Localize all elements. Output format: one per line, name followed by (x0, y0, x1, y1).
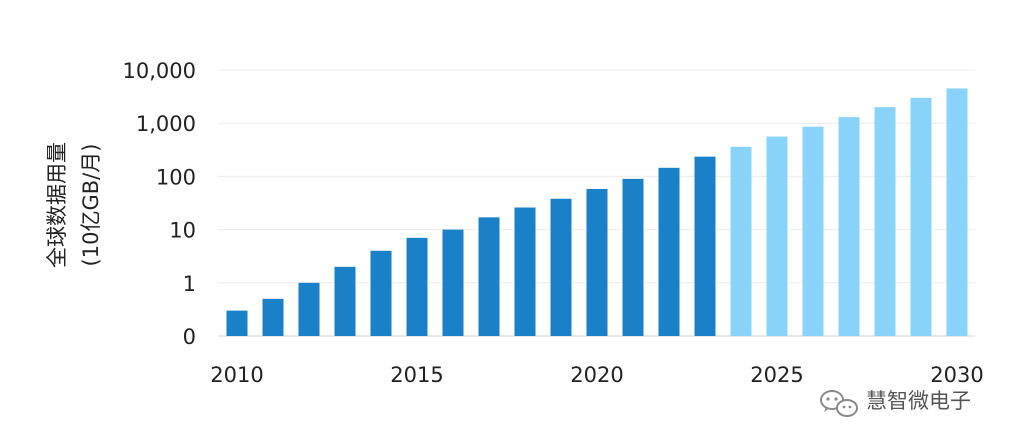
y-tick-label: 0 (183, 325, 196, 349)
bar-forecast-2024 (730, 146, 752, 336)
bar-forecast-2029 (910, 97, 932, 337)
bar-2019 (550, 198, 572, 336)
x-tick-label: 2030 (930, 363, 983, 387)
bar-2013 (334, 266, 356, 336)
bar-forecast-2026 (802, 126, 824, 336)
y-axis-title: 全球数据用量 (10亿GB/月) (45, 142, 103, 268)
x-tick-label: 2020 (570, 363, 623, 387)
bar-2020 (586, 188, 608, 336)
y-axis-label: 全球数据用量 (45, 142, 69, 268)
bar-2015 (406, 237, 428, 336)
y-axis-unit: (10亿GB/月) (79, 144, 103, 267)
watermark-text: 慧智微电子 (866, 389, 971, 413)
bar-2010 (226, 310, 248, 336)
bar-2011 (262, 298, 284, 336)
y-tick-label: 1 (183, 272, 196, 296)
bar-layer (226, 88, 968, 337)
bar-2018 (514, 207, 536, 336)
y-tick-label: 10,000 (123, 59, 196, 83)
bar-forecast-2025 (766, 136, 788, 336)
y-axis-ticks: 0 1 10 100 1,000 10,000 (123, 59, 196, 349)
bar-2022 (658, 167, 680, 336)
bar-2014 (370, 250, 392, 336)
bar-forecast-2027 (838, 117, 860, 336)
wechat-icon (820, 390, 858, 417)
bar-forecast-2028 (874, 107, 896, 336)
y-tick-label: 1,000 (136, 112, 196, 136)
x-tick-label: 2010 (210, 363, 263, 387)
bar-2012 (298, 282, 320, 336)
x-tick-label: 2015 (390, 363, 443, 387)
bar-2017 (478, 217, 500, 336)
bar-forecast-2030 (946, 88, 968, 336)
bar-2021 (622, 178, 644, 336)
bar-2016 (442, 229, 464, 336)
watermark: 慧智微电子 (820, 389, 971, 417)
x-axis-ticks: 2010 2015 2020 2025 2030 (210, 363, 983, 387)
y-tick-label: 100 (156, 165, 196, 189)
y-tick-label: 10 (169, 219, 196, 243)
x-tick-label: 2025 (750, 363, 803, 387)
bar-2023 (694, 156, 716, 336)
